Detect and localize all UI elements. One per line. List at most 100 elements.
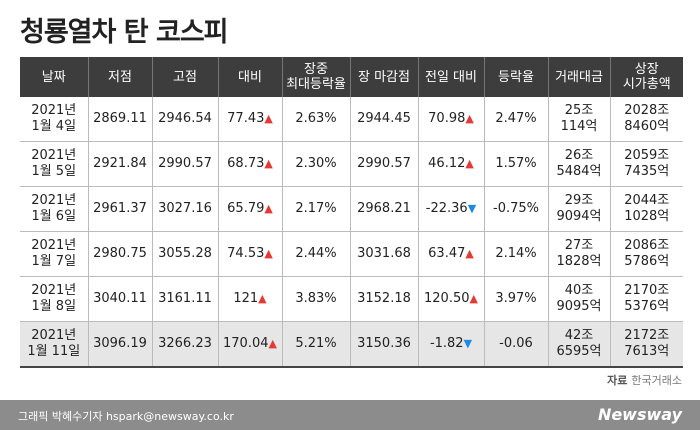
cell-text: 3096.19 — [93, 336, 147, 351]
cell-text: 2021년 1월 8일 — [31, 283, 77, 314]
cell: 26조 5484억 — [547, 141, 610, 187]
up-arrow: ▲ — [469, 292, 478, 305]
cell: 2921.84 — [87, 141, 152, 187]
cell: 2021년 1월 8일 — [20, 276, 88, 322]
cell-text: 1.57% — [495, 156, 537, 171]
cell-text: 2021년 1월 11일 — [27, 328, 81, 359]
cell: 2021년 1월 4일 — [20, 97, 88, 142]
cell: 2170조 5376억 — [609, 276, 683, 322]
cell: 2044조 1028억 — [609, 186, 683, 232]
cell: 2990.57 — [151, 141, 218, 187]
cell: -1.82▼ — [417, 321, 484, 368]
row: 2021년 1월 4일 2869.11 2946.54 77.43▲ 2.63% 2944… — [20, 97, 683, 142]
cell-text: 3152.18 — [357, 291, 411, 306]
up-arrow: ▲ — [268, 337, 277, 350]
cell: 3096.19 — [87, 321, 152, 368]
cell-text: 40조 9095억 — [556, 283, 602, 314]
cell-text: 2.30% — [295, 156, 337, 171]
up-arrow: ▲ — [264, 157, 273, 170]
cell: 77.43▲ — [217, 97, 282, 142]
cell-text: 2086조 5786억 — [624, 238, 670, 269]
cell: 40조 9095억 — [547, 276, 610, 322]
cell-text: 2044조 1028억 — [624, 193, 670, 224]
cell: 2869.11 — [87, 97, 152, 142]
row: 2021년 1월 8일 3040.11 3161.11 121▲ 3.83% 3152.1… — [20, 276, 683, 322]
cell: 2.17% — [281, 186, 350, 232]
cell: 2944.45 — [349, 97, 418, 142]
cell: 120.50▲ — [417, 276, 484, 322]
brand: Newsway — [597, 405, 682, 424]
cell: 3.97% — [483, 276, 548, 322]
cell-text: 3161.11 — [158, 291, 212, 306]
cell-text: 2946.54 — [158, 111, 212, 126]
cell-text: 2990.57 — [158, 156, 212, 171]
cell: -0.75% — [483, 186, 548, 232]
cell-text: 63.47 — [428, 246, 466, 261]
column-header: 전일 대비 — [417, 57, 484, 97]
cell: 2990.57 — [349, 141, 418, 187]
cell-text: 2.47% — [495, 111, 537, 126]
cell: 2021년 1월 7일 — [20, 231, 88, 277]
column-header: 거래대금 — [547, 57, 610, 97]
cell: 170.04▲ — [217, 321, 282, 368]
cell-text: -22.36 — [425, 201, 468, 216]
cell-text: 3150.36 — [357, 336, 411, 351]
cell-text: 3040.11 — [93, 291, 147, 306]
cell: 65.79▲ — [217, 186, 282, 232]
footer: 그래픽 박혜수기자 hspark@newsway.co.kr Newsway — [0, 400, 700, 430]
cell-text: 2028조 8460억 — [624, 103, 670, 134]
cell-text: 3.83% — [295, 291, 337, 306]
cell-text: 77.43 — [227, 111, 265, 126]
cell-text: -1.82 — [429, 336, 464, 351]
cell-text: 3266.23 — [158, 336, 212, 351]
cell: 25조 114억 — [547, 97, 610, 142]
table-body: 2021년 1월 4일 2869.11 2946.54 77.43▲ 2.63% 2944… — [20, 97, 683, 368]
cell: 2021년 1월 11일 — [20, 321, 88, 368]
column-header: 날짜 — [20, 57, 88, 97]
cell-text: 121 — [233, 291, 259, 306]
up-arrow: ▲ — [264, 247, 273, 260]
cell-text: 74.53 — [227, 246, 265, 261]
up-arrow: ▲ — [465, 157, 474, 170]
cell: 3161.11 — [151, 276, 218, 322]
table: 날짜 저점 고점 대비 장중 최대등락율 장 마감점 전일 대비 등락율 거래대금 상장 시가총액… — [20, 57, 683, 368]
cell: 2.30% — [281, 141, 350, 187]
title: 청룡열차 탄 코스피 — [20, 17, 229, 48]
row: 2021년 1월 11일 3096.19 3266.23 170.04▲ 5.21% 31… — [20, 321, 683, 368]
cell: 2961.37 — [87, 186, 152, 232]
column-header: 고점 — [151, 57, 218, 97]
cell: 1.57% — [483, 141, 548, 187]
cell-text: 2172조 7613억 — [624, 328, 670, 359]
credit: 그래픽 박혜수기자 hspark@newsway.co.kr — [18, 410, 234, 423]
up-arrow: ▲ — [264, 112, 273, 125]
cell: 2.47% — [483, 97, 548, 142]
cell-text: 2869.11 — [93, 111, 147, 126]
up-arrow: ▲ — [465, 112, 474, 125]
column-header: 저점 — [87, 57, 152, 97]
cell-text: 65.79 — [227, 201, 265, 216]
cell-text: 120.50 — [424, 291, 470, 306]
cell: 2946.54 — [151, 97, 218, 142]
cell: 3152.18 — [349, 276, 418, 322]
cell: 63.47▲ — [417, 231, 484, 277]
cell-text: 2961.37 — [93, 201, 147, 216]
cell-text: 3027.16 — [158, 201, 212, 216]
cell: 42조 6595억 — [547, 321, 610, 368]
source-label: 자료 — [607, 374, 628, 387]
cell-text: 2968.21 — [357, 201, 411, 216]
cell: 2980.75 — [87, 231, 152, 277]
cell-text: 2021년 1월 5일 — [31, 148, 77, 179]
cell: 2021년 1월 5일 — [20, 141, 88, 187]
cell: 3031.68 — [349, 231, 418, 277]
cell: 70.98▲ — [417, 97, 484, 142]
cell: 2172조 7613억 — [609, 321, 683, 368]
up-arrow: ▲ — [258, 292, 267, 305]
cell-text: 25조 114억 — [560, 103, 598, 134]
cell-text: 29조 9094억 — [556, 193, 602, 224]
cell: 3040.11 — [87, 276, 152, 322]
cell: 3150.36 — [349, 321, 418, 368]
down-arrow: ▼ — [463, 337, 473, 350]
cell: 27조 1828억 — [547, 231, 610, 277]
row: 2021년 1월 5일 2921.84 2990.57 68.73▲ 2.30% 2990… — [20, 141, 683, 187]
